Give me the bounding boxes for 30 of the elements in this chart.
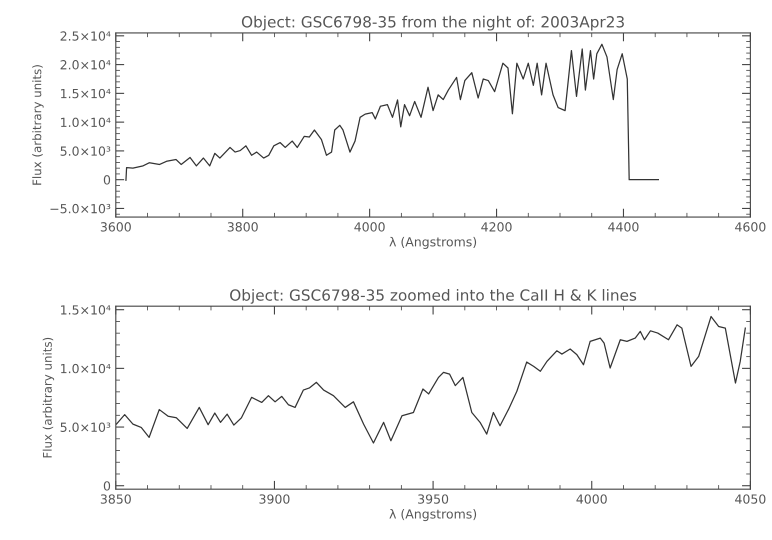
- y-tick-label: 2.0×10⁴: [60, 60, 111, 70]
- x-tick-label: 4400: [608, 222, 639, 232]
- chart-title: Object: GSC6798-35 from the night of: 2003Apr23: [242, 16, 624, 31]
- line-series: [125, 44, 659, 181]
- y-tick-label: 5.0×10³: [60, 422, 110, 432]
- x-axis-title: λ (Angstroms): [389, 508, 476, 522]
- chart-title: Object: GSC6798-35 zoomed into the CaII H & K lines: [230, 289, 636, 304]
- y-tick-label: 0: [104, 175, 110, 185]
- x-tick-label: 3900: [259, 494, 290, 504]
- y-axis-title: Flux (arbitrary units): [42, 338, 54, 458]
- y-tick-label: 1.0×10⁴: [61, 364, 111, 374]
- y-tick-label: −5.0×10³: [50, 204, 110, 214]
- line-series: [116, 316, 746, 444]
- y-tick-label: 5.0×10³: [60, 146, 110, 156]
- x-tick-label: 4050: [735, 494, 766, 504]
- y-tick-label: 1.0×10⁴: [61, 118, 111, 128]
- x-tick-label: 3800: [228, 222, 258, 232]
- x-tick-label: 3850: [100, 494, 131, 504]
- x-tick-label: 3950: [418, 494, 448, 504]
- x-tick-label: 4000: [576, 494, 607, 504]
- y-tick-label: 1.5×10⁴: [61, 88, 111, 98]
- x-tick-label: 4600: [735, 222, 766, 232]
- x-axis-title: λ (Angstroms): [389, 236, 476, 249]
- y-tick-label: 0: [104, 481, 110, 491]
- y-tick-label: 1.5×10⁴: [61, 305, 111, 315]
- y-axis-title: Flux (arbitrary units): [32, 65, 44, 185]
- y-tick-label: 2.5×10⁴: [60, 31, 111, 41]
- x-tick-label: 4200: [481, 222, 512, 232]
- x-tick-label: 3600: [100, 222, 131, 232]
- x-tick-label: 4000: [354, 222, 385, 232]
